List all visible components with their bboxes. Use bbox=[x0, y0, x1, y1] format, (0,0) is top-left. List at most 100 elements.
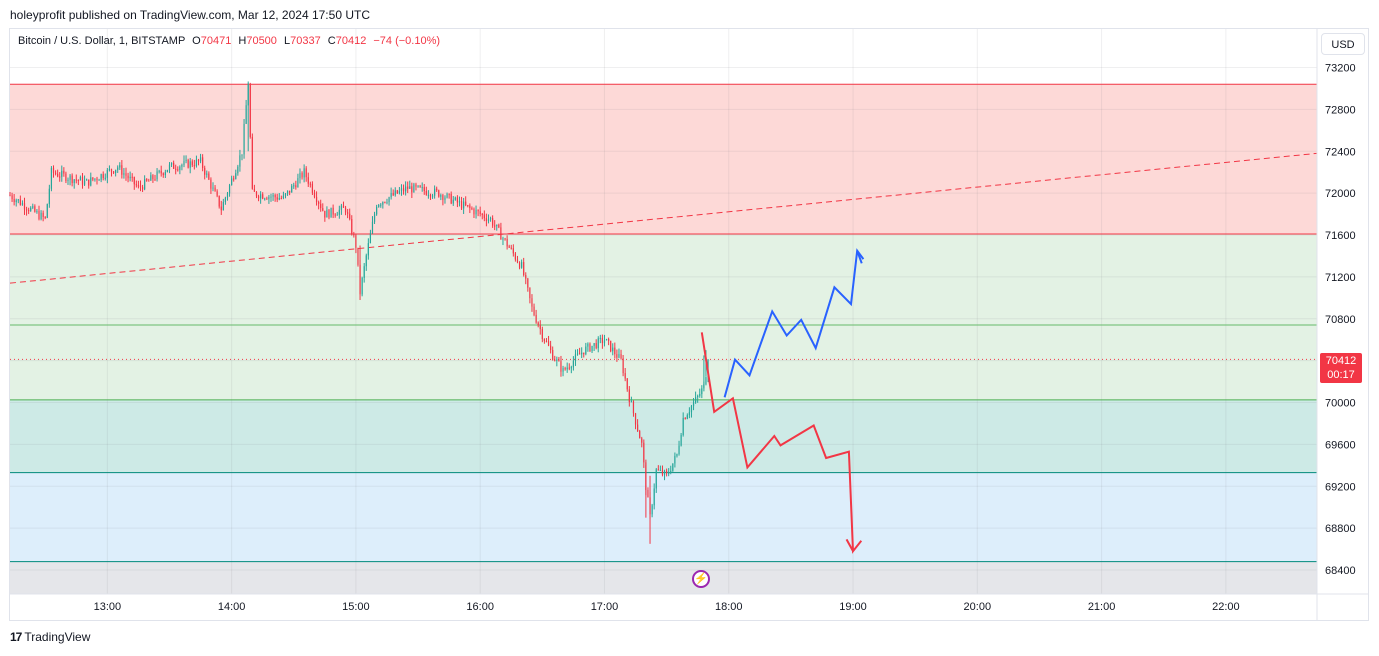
candle-body bbox=[647, 489, 649, 498]
candle-body bbox=[274, 194, 276, 198]
candle-body bbox=[479, 211, 481, 215]
candle bbox=[583, 352, 585, 358]
candle bbox=[154, 174, 156, 181]
candle bbox=[390, 187, 392, 200]
candle-body bbox=[249, 84, 251, 137]
candle bbox=[427, 190, 430, 199]
candle-body bbox=[533, 306, 535, 315]
y-tick-label: 71600 bbox=[1325, 230, 1356, 242]
candle-body bbox=[69, 175, 71, 180]
candle-body bbox=[276, 197, 278, 200]
candle bbox=[239, 149, 241, 172]
candle bbox=[189, 157, 191, 174]
candle-body bbox=[50, 167, 53, 189]
candle-body bbox=[106, 169, 108, 178]
candle bbox=[104, 173, 106, 181]
candle bbox=[663, 469, 666, 481]
candle-body bbox=[388, 197, 390, 203]
candle bbox=[661, 465, 664, 477]
candle-body bbox=[237, 166, 239, 174]
candle-body bbox=[255, 191, 258, 197]
candle-body bbox=[160, 170, 162, 174]
tradingview-brand[interactable]: 17 TradingView bbox=[10, 630, 90, 644]
candle-body bbox=[425, 190, 427, 195]
candle bbox=[705, 376, 707, 386]
candle bbox=[514, 252, 517, 262]
candle bbox=[516, 255, 519, 264]
candle-body bbox=[371, 221, 374, 234]
y-tick-label: 72800 bbox=[1325, 104, 1356, 116]
candle bbox=[494, 220, 496, 231]
candle-body bbox=[332, 207, 334, 215]
publisher-line: holeyprofit published on TradingView.com… bbox=[10, 8, 370, 22]
candle bbox=[518, 261, 521, 270]
candle-body bbox=[382, 201, 384, 205]
legend-close-value: 70412 bbox=[335, 35, 367, 47]
candle bbox=[558, 356, 560, 362]
candle-body bbox=[158, 170, 160, 172]
candle-body bbox=[243, 123, 245, 155]
candle-body bbox=[521, 262, 523, 268]
candle-body bbox=[566, 367, 568, 370]
currency-button[interactable]: USD bbox=[1321, 33, 1365, 55]
candle bbox=[380, 203, 382, 208]
candle-body bbox=[137, 185, 140, 187]
candle bbox=[144, 175, 146, 191]
candle bbox=[282, 191, 285, 200]
candle-body bbox=[245, 105, 247, 124]
candle bbox=[419, 184, 421, 188]
candle-body bbox=[601, 337, 603, 344]
legend-low-value: 70337 bbox=[290, 35, 321, 47]
candle-body bbox=[88, 179, 90, 186]
candle-body bbox=[280, 198, 282, 200]
candle bbox=[212, 182, 214, 192]
candle-body bbox=[291, 185, 293, 193]
lightning-icon[interactable]: ⚡ bbox=[692, 570, 710, 588]
candle bbox=[222, 198, 224, 211]
candle bbox=[446, 192, 448, 199]
candle bbox=[274, 193, 276, 202]
legend-close-label: C bbox=[327, 35, 336, 47]
candle bbox=[690, 404, 693, 418]
candle bbox=[699, 388, 701, 398]
y-tick-label: 69600 bbox=[1325, 439, 1356, 451]
candle-body bbox=[135, 184, 137, 186]
candle bbox=[531, 294, 533, 312]
y-tick-label: 73200 bbox=[1325, 63, 1356, 75]
candle-body bbox=[38, 211, 40, 220]
candle bbox=[71, 173, 73, 187]
candle-body bbox=[67, 179, 69, 181]
candle bbox=[166, 169, 169, 173]
candle-body bbox=[289, 190, 291, 193]
candle-body bbox=[686, 415, 688, 419]
y-tick-label: 72400 bbox=[1325, 146, 1356, 158]
x-tick-label: 16:00 bbox=[466, 601, 494, 613]
candle-body bbox=[610, 340, 612, 352]
candle bbox=[98, 178, 100, 181]
candle bbox=[597, 336, 599, 353]
candle-body bbox=[212, 187, 214, 189]
candle bbox=[678, 440, 680, 456]
candle bbox=[595, 339, 597, 350]
candle bbox=[608, 337, 610, 346]
candle bbox=[680, 432, 682, 447]
candle-body bbox=[574, 354, 577, 361]
candle bbox=[251, 133, 253, 190]
candle bbox=[429, 193, 432, 200]
candle bbox=[701, 385, 703, 399]
candle bbox=[353, 231, 355, 238]
candle-body bbox=[419, 185, 421, 188]
candle-body bbox=[651, 505, 653, 515]
candle-body bbox=[365, 255, 367, 267]
candle bbox=[384, 201, 386, 204]
candle-body bbox=[454, 197, 456, 200]
candle-body bbox=[554, 359, 556, 361]
candle-body bbox=[241, 154, 243, 156]
candle-body bbox=[299, 173, 301, 179]
candle bbox=[392, 189, 394, 197]
candle bbox=[556, 356, 558, 367]
zone-green bbox=[10, 233, 1317, 400]
trendline bbox=[9, 152, 1318, 284]
projection-up-path bbox=[723, 248, 865, 398]
